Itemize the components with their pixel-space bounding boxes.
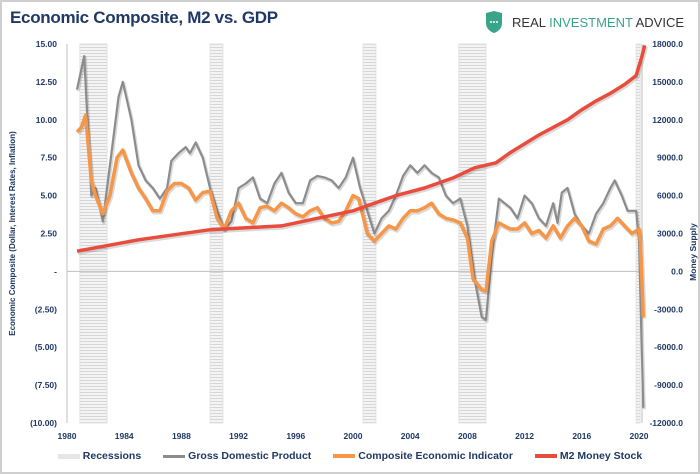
series-line-composite-economic-indicator [75,113,646,317]
y2-axis-title: Money Supply [688,223,698,281]
legend-gdp: Gross Domestic Product [163,450,311,462]
x-tick-label: 1992 [229,431,248,441]
series-line-gross-domestic-product [75,55,645,408]
chart-title: Economic Composite, M2 vs. GDP [10,8,278,27]
logo: REAL INVESTMENT ADVICE [484,10,684,34]
y-tick-label: (10.00) [30,418,57,428]
x-tick-label: 2012 [515,431,534,441]
shield-icon [486,11,503,33]
y2-tick-label: 9000.0 [657,153,683,163]
y2-tick-label: -12000.0 [649,418,683,428]
x-tick-label: 2020 [630,431,649,441]
series-shadow [77,46,648,255]
series-line-m2-money-stock [76,44,647,253]
y2-tick-label: -3000.0 [654,304,683,314]
y-tick-label: 7.50 [40,153,57,163]
x-tick-label: 1996 [286,431,305,441]
y2-tick-label: -6000.0 [654,342,683,352]
y-tick-label: 5.00 [40,191,57,201]
y-tick-label: 12.50 [36,77,58,87]
y2-tick-label: 15000.0 [652,77,683,87]
y2-tick-label: 12000.0 [652,115,683,125]
recession-band [209,43,224,424]
y2-tick-label: 3000.0 [657,229,683,239]
x-tick-label: 1980 [58,431,77,441]
x-tick-label: 2000 [344,431,363,441]
logo-text: REAL INVESTMENT ADVICE [512,14,684,30]
y2-tick-label: 6000.0 [657,191,683,201]
y-tick-label: (7.50) [35,380,57,390]
x-tick-label: 1984 [115,431,134,441]
recession-band [458,43,487,424]
y-tick-label: (5.00) [35,342,57,352]
y-tick-label: 10.00 [36,115,58,125]
x-tick-label: 2004 [401,431,420,441]
legend-recessions: Recessions [57,450,141,462]
y-axis-title: Economic Composite (Dollar, Interest Rat… [8,131,17,336]
x-tick-label: 1988 [172,431,191,441]
y-tick-label: (2.50) [35,304,57,314]
y-tick-label: 2.50 [40,229,57,239]
legend-m2: M2 Money Stock [534,450,642,462]
x-tick-label: 2008 [458,431,477,441]
y2-tick-label: 0.0 [671,266,683,276]
y2-tick-label: -9000.0 [654,380,683,390]
recession-band [79,43,108,424]
y-tick-label: 15.00 [36,39,58,49]
y2-tick-label: 18000.0 [652,39,683,49]
y-tick-label: - [54,266,57,276]
legend: Recessions Gross Domestic Product Compos… [2,450,698,462]
x-tick-label: 2016 [572,431,591,441]
legend-composite: Composite Economic Indicator [333,450,513,462]
